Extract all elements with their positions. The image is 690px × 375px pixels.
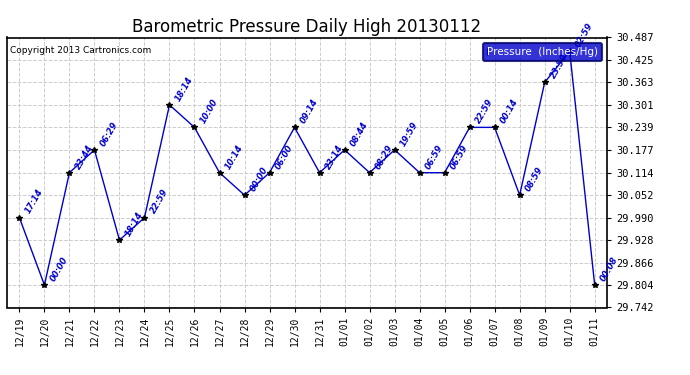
Text: 00:00: 00:00 [248,165,270,193]
Title: Barometric Pressure Daily High 20130112: Barometric Pressure Daily High 20130112 [132,18,482,36]
Text: 06:59: 06:59 [448,143,470,171]
Text: 18:14: 18:14 [174,75,195,103]
Text: 02:59: 02:59 [574,21,595,49]
Text: 17:14: 17:14 [23,188,45,216]
Text: 06:59: 06:59 [424,143,445,171]
Text: 06:00: 06:00 [274,143,295,171]
Legend: Pressure  (Inches/Hg): Pressure (Inches/Hg) [483,43,602,61]
Text: 08:29: 08:29 [374,143,395,171]
Text: 09:14: 09:14 [299,98,320,125]
Text: 08:44: 08:44 [348,120,370,148]
Text: 00:08: 00:08 [599,255,620,283]
Text: 08:59: 08:59 [524,165,545,193]
Text: 18:14: 18:14 [124,210,145,238]
Text: 19:59: 19:59 [399,120,420,148]
Text: 10:00: 10:00 [199,98,220,125]
Text: 23:14: 23:14 [324,143,345,171]
Text: 00:14: 00:14 [499,98,520,125]
Text: 22:59: 22:59 [474,98,495,125]
Text: Copyright 2013 Cartronics.com: Copyright 2013 Cartronics.com [10,46,151,55]
Text: 22:59: 22:59 [148,188,170,216]
Text: 10:14: 10:14 [224,143,245,171]
Text: 23:59: 23:59 [549,53,570,80]
Text: 06:29: 06:29 [99,120,120,148]
Text: 00:00: 00:00 [48,255,70,283]
Text: 23:44: 23:44 [74,143,95,171]
